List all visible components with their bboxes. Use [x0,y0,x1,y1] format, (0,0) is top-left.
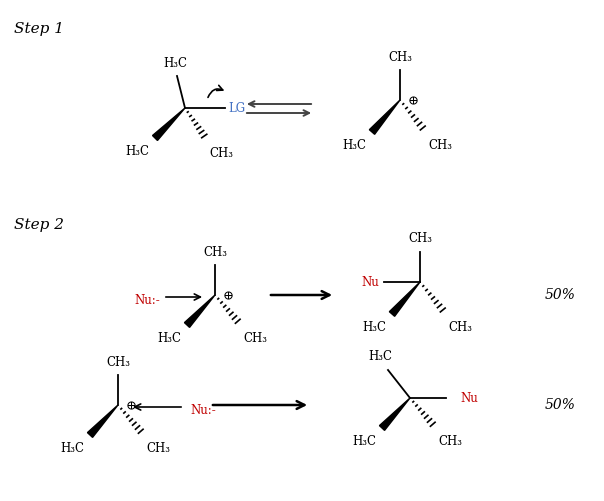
Text: CH₃: CH₃ [388,51,412,64]
Text: ⊕: ⊕ [408,96,419,109]
FancyArrowPatch shape [208,85,223,97]
Polygon shape [379,398,410,430]
Text: CH₃: CH₃ [438,435,462,448]
Text: H₃C: H₃C [342,139,366,152]
Text: ⊕: ⊕ [126,400,137,413]
Text: Nu:-: Nu:- [134,294,160,307]
Text: CH₃: CH₃ [428,139,452,152]
Text: H₃C: H₃C [157,332,181,345]
Text: LG: LG [228,102,245,115]
Text: H₃C: H₃C [368,350,392,363]
Text: H₃C: H₃C [60,442,84,455]
Text: Nu: Nu [361,276,379,289]
Polygon shape [153,108,185,140]
Text: H₃C: H₃C [163,57,187,70]
Text: CH₃: CH₃ [243,332,267,345]
Polygon shape [88,405,118,437]
Text: H₃C: H₃C [125,145,149,158]
Polygon shape [370,100,400,134]
Text: CH₃: CH₃ [146,442,170,455]
Text: Nu:-: Nu:- [190,403,216,416]
Text: CH₃: CH₃ [448,321,472,334]
Text: CH₃: CH₃ [408,232,432,245]
Text: CH₃: CH₃ [209,147,233,160]
Text: ⊕: ⊕ [222,291,234,304]
Text: CH₃: CH₃ [106,356,130,369]
Text: Step 2: Step 2 [14,218,64,232]
Text: 50%: 50% [545,398,576,412]
Polygon shape [390,282,420,316]
Text: H₃C: H₃C [362,321,386,334]
Polygon shape [184,295,215,327]
Text: Nu: Nu [460,391,478,404]
Text: CH₃: CH₃ [203,246,227,259]
Text: 50%: 50% [545,288,576,302]
Text: H₃C: H₃C [352,435,376,448]
Text: Step 1: Step 1 [14,22,64,36]
